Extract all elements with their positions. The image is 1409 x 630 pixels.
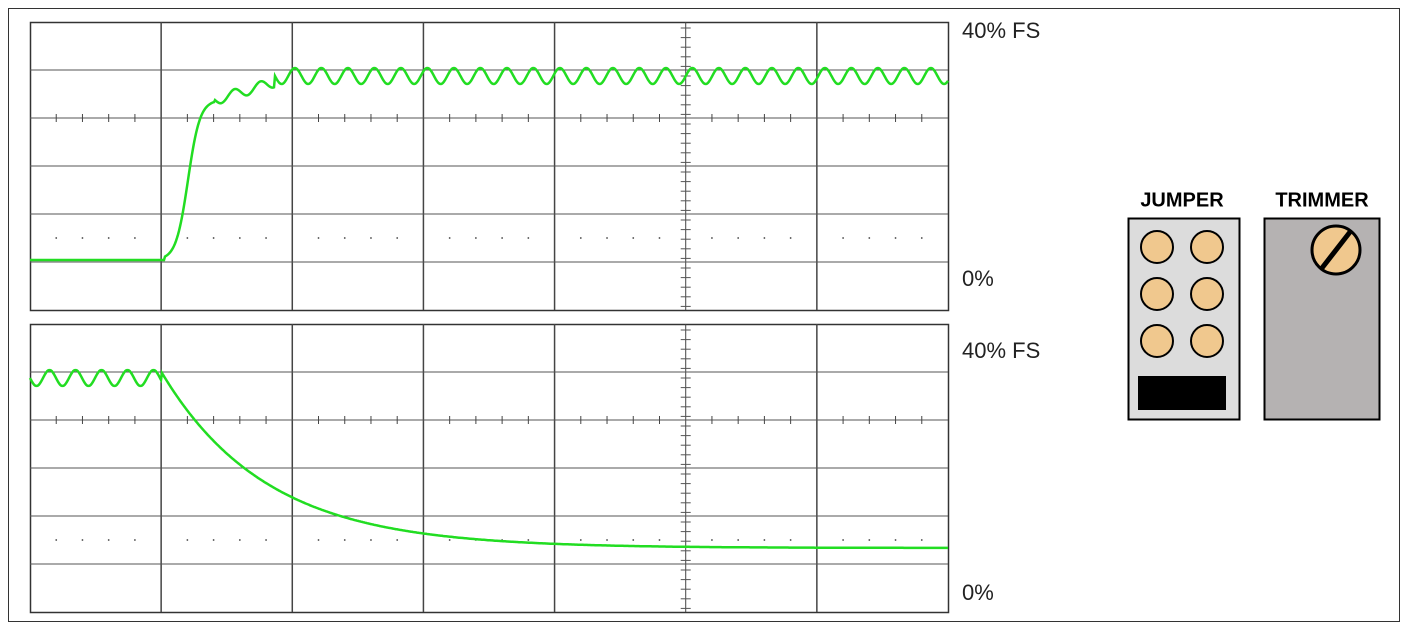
trace <box>28 368 948 550</box>
pin <box>1190 324 1224 358</box>
jumper-label: JUMPER <box>1140 189 1224 211</box>
minor-dot <box>920 237 923 239</box>
trimmer-slot <box>1320 230 1352 270</box>
minor-dot <box>527 237 530 239</box>
minor-dot <box>920 539 923 541</box>
scope-bottom-label: 0% <box>962 266 994 291</box>
scopes <box>28 21 950 614</box>
minor-dot <box>55 237 58 239</box>
minor-dot <box>894 539 897 541</box>
minor-dot <box>501 237 504 239</box>
minor-dot <box>606 237 608 239</box>
pin <box>1140 277 1174 311</box>
scope-bottom-label: 0% <box>962 580 994 605</box>
pin <box>1140 230 1174 264</box>
minor-dot <box>317 539 320 541</box>
trace <box>30 66 949 262</box>
minor-dot <box>868 237 871 239</box>
minor-dot <box>842 539 844 541</box>
minor-dot <box>632 237 635 239</box>
minor-dot <box>658 539 661 541</box>
minor-dot <box>107 237 110 239</box>
minor-dot <box>579 539 582 541</box>
minor-dot <box>789 237 792 239</box>
minor-dot <box>81 539 84 541</box>
pin <box>1190 230 1224 264</box>
minor-dot <box>868 539 871 541</box>
minor-dot <box>632 539 635 541</box>
trimmer-label: TRIMMER <box>1275 189 1369 211</box>
minor-dot <box>527 539 530 541</box>
minor-dot <box>737 237 740 239</box>
minor-dot <box>370 237 372 239</box>
minor-dot <box>265 237 267 239</box>
pin <box>1190 277 1224 311</box>
minor-dot <box>894 237 897 239</box>
minor-dot <box>134 237 136 239</box>
minor-dot <box>317 237 320 239</box>
minor-dot <box>711 237 713 239</box>
minor-dot <box>212 539 215 541</box>
minor-dot <box>81 237 84 239</box>
minor-dot <box>789 539 792 541</box>
minor-dot <box>212 237 215 239</box>
minor-dot <box>658 237 661 239</box>
minor-dot <box>343 539 346 541</box>
minor-dot <box>238 237 241 239</box>
minor-dot <box>579 237 582 239</box>
minor-dot <box>186 237 189 239</box>
minor-dot <box>107 539 110 541</box>
jumper-cap <box>1138 376 1226 410</box>
minor-dot <box>606 539 608 541</box>
scope-top-label: 40% FS <box>962 338 1040 363</box>
minor-dot <box>370 539 372 541</box>
minor-dot <box>343 237 346 239</box>
pin <box>1140 324 1174 358</box>
minor-dot <box>737 539 740 541</box>
jumper-pins <box>1140 230 1224 358</box>
minor-dot <box>763 539 766 541</box>
minor-dot <box>763 237 766 239</box>
minor-dot <box>396 237 399 239</box>
minor-dot <box>396 539 399 541</box>
minor-dot <box>265 539 267 541</box>
minor-dot <box>55 539 58 541</box>
scope-top-label: 40% FS <box>962 18 1040 43</box>
minor-dot <box>711 539 713 541</box>
minor-dot <box>448 539 451 541</box>
minor-dot <box>238 539 241 541</box>
minor-dot <box>134 539 136 541</box>
minor-dot <box>186 539 189 541</box>
outer-frame <box>8 8 1400 622</box>
minor-dot <box>474 237 477 239</box>
minor-dot <box>448 237 451 239</box>
minor-dot <box>842 237 844 239</box>
